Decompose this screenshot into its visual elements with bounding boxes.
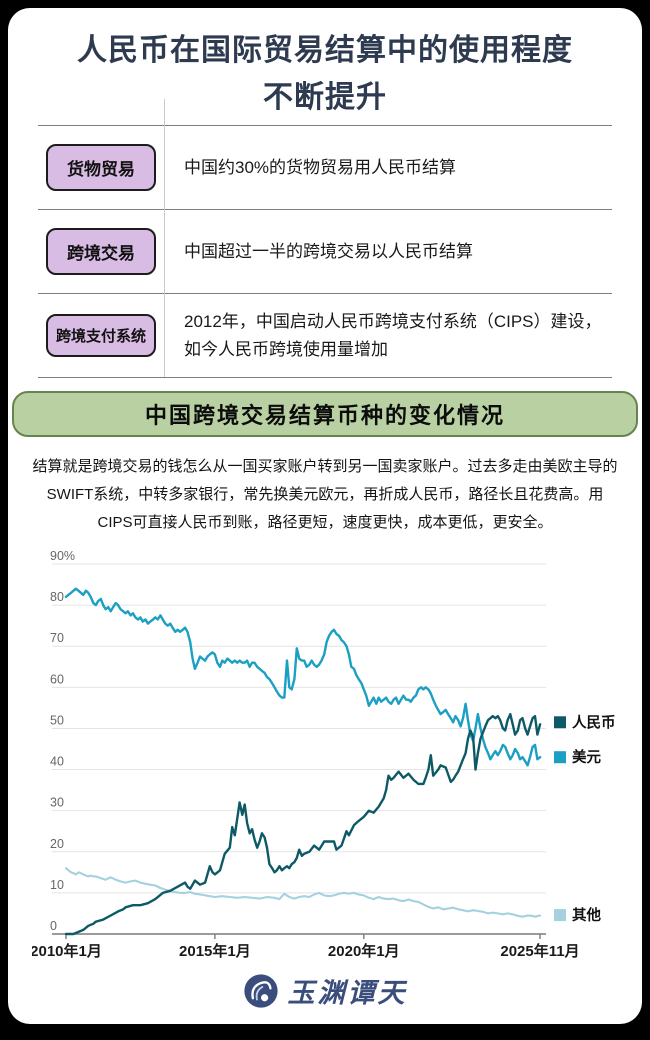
svg-text:70: 70 bbox=[50, 631, 64, 645]
line-chart: 0 10 20 30 40 50 60 70 80 90% 2010年1月 2015年1月 2020年1… bbox=[30, 546, 642, 975]
svg-text:0: 0 bbox=[50, 919, 57, 933]
svg-text:2015年1月: 2015年1月 bbox=[179, 942, 251, 960]
svg-text:80: 80 bbox=[50, 590, 64, 604]
svg-text:2010年1月: 2010年1月 bbox=[32, 942, 102, 960]
settlement-currency-chart: 0 10 20 30 40 50 60 70 80 90% 2010年1月 2015年1月 2020年1… bbox=[30, 549, 616, 960]
svg-text:20: 20 bbox=[50, 837, 64, 851]
row-text: 中国超过一半的跨境交易以人民币结算 bbox=[184, 241, 473, 261]
info-table: 货物贸易 中国约30%的货物贸易用人民币结算 跨境交易 中国超过一半的跨境交易以… bbox=[38, 99, 612, 378]
svg-text:30: 30 bbox=[50, 796, 64, 810]
svg-text:人民币: 人民币 bbox=[572, 715, 616, 732]
table-row: 跨境交易 中国超过一半的跨境交易以人民币结算 bbox=[38, 209, 612, 293]
table-row: 货物贸易 中国约30%的货物贸易用人民币结算 bbox=[38, 125, 612, 209]
svg-text:其他: 其他 bbox=[572, 906, 601, 924]
row-label-badge: 跨境支付系统 bbox=[46, 314, 156, 357]
svg-text:40: 40 bbox=[50, 755, 64, 769]
explainer-paragraph: 结算就是跨境交易的钱怎么从一国买家账户转到另一国卖家账户。过去多走由美欧主导的S… bbox=[32, 458, 618, 531]
column-divider bbox=[164, 99, 165, 377]
svg-text:2025年11月: 2025年11月 bbox=[500, 942, 579, 960]
brand-name: 玉渊谭天 bbox=[287, 978, 408, 1008]
row-label-badge: 货物贸易 bbox=[46, 144, 156, 191]
svg-text:50: 50 bbox=[50, 714, 64, 728]
row-text: 2012年，中国启动人民币跨境支付系统（CIPS）建设，如今人民币跨境使用量增加 bbox=[184, 312, 602, 359]
svg-text:10: 10 bbox=[50, 878, 64, 892]
svg-text:90%: 90% bbox=[50, 549, 75, 563]
section-banner: 中国跨境交易结算币种的变化情况 bbox=[12, 391, 638, 437]
row-label-badge: 跨境交易 bbox=[46, 228, 156, 275]
svg-text:60: 60 bbox=[50, 673, 64, 687]
page-title-line2: 不断提升 bbox=[263, 80, 387, 114]
page-title-line1: 人民币在国际贸易结算中的使用程度 bbox=[77, 34, 573, 67]
svg-text:美元: 美元 bbox=[572, 748, 601, 766]
brand-footer: 玉渊谭天 bbox=[8, 971, 642, 1010]
infographic-card: 人民币在国际贸易结算中的使用程度 不断提升 货物贸易 中国约30%的货物贸易用人… bbox=[8, 8, 642, 1024]
row-text: 中国约30%的货物贸易用人民币结算 bbox=[184, 157, 457, 177]
table-row: 跨境支付系统 2012年，中国启动人民币跨境支付系统（CIPS）建设，如今人民币… bbox=[38, 293, 612, 377]
svg-text:2020年1月: 2020年1月 bbox=[328, 942, 400, 960]
yuyuantantian-logo-icon bbox=[243, 973, 279, 1009]
page-title: 人民币在国际贸易结算中的使用程度 不断提升 bbox=[8, 8, 642, 121]
